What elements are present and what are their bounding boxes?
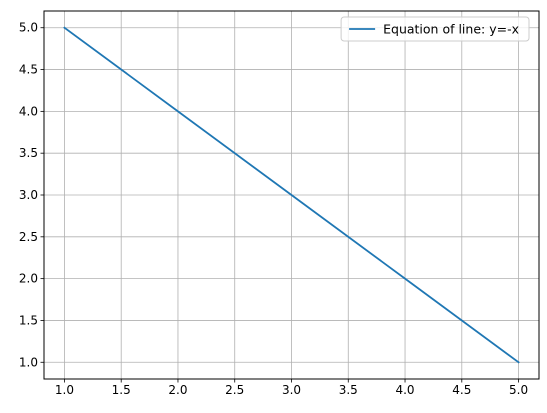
y-tick-label: 4.0 [19, 104, 38, 118]
y-tick-label: 4.5 [19, 63, 38, 77]
x-tick-label: 1.5 [112, 383, 131, 397]
x-tick-label: 1.0 [55, 383, 74, 397]
x-tick-label: 5.0 [509, 383, 528, 397]
x-tick-label: 3.0 [282, 383, 301, 397]
series-line [63, 26, 520, 364]
y-tick-label: 5.0 [19, 21, 38, 35]
ticks: 1.0 1.5 2.0 2.5 3.0 3.5 4.0 4.5 5.0 1.0 1.5 2.0 2.5 3… [19, 21, 528, 397]
y-tick-label: 1.5 [19, 313, 38, 327]
y-tick-label: 3.0 [19, 188, 38, 202]
x-tick-label: 2.0 [168, 383, 187, 397]
x-tick-label: 4.0 [395, 383, 414, 397]
legend-box [340, 16, 530, 42]
y-tick-label: 3.5 [19, 146, 38, 160]
x-tick-label: 3.5 [339, 383, 358, 397]
y-tick-label: 1.0 [19, 355, 38, 369]
legend: Equation of line: y=-x [340, 16, 530, 42]
y-tick-label: 2.5 [19, 230, 38, 244]
plot-frame [43, 10, 540, 380]
y-tick-label: 2.0 [19, 272, 38, 286]
x-tick-label: 4.5 [452, 383, 471, 397]
legend-label: Equation of line: y=-x [383, 22, 519, 37]
series-layer [63, 26, 520, 364]
x-tick-label: 2.5 [225, 383, 244, 397]
